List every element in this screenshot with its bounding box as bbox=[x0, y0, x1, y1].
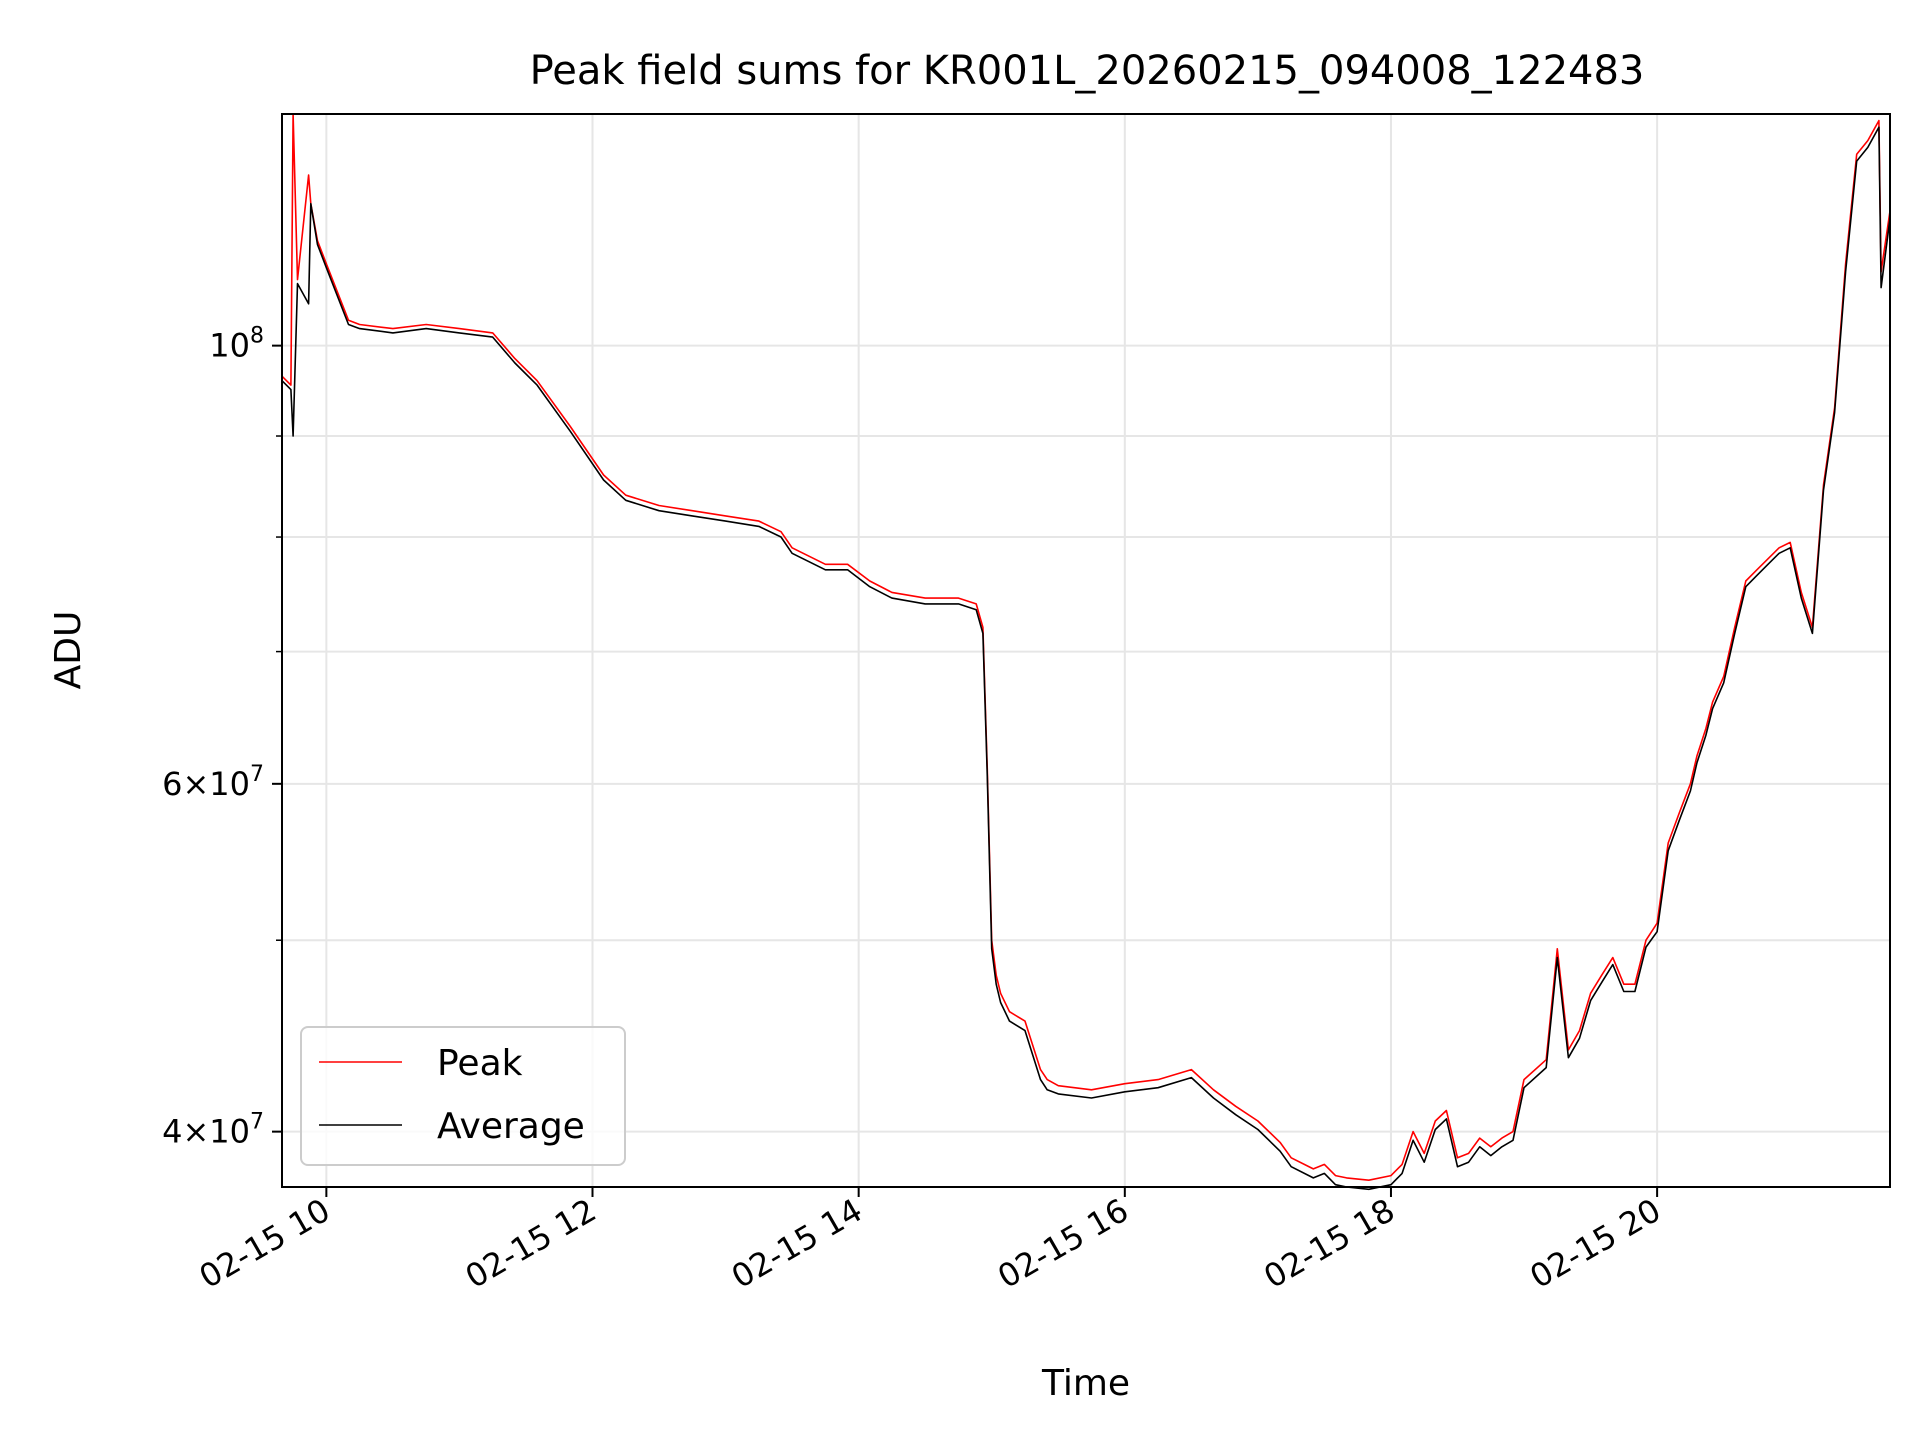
chart-title: Peak field sums for KR001L_20260215_0940… bbox=[530, 48, 1645, 94]
y-tick-label: 4×107 bbox=[162, 1110, 264, 1151]
series-line-peak bbox=[281, 113, 1891, 1181]
grid bbox=[282, 114, 1890, 1187]
series-layer bbox=[281, 113, 1891, 1191]
plot-frame bbox=[281, 113, 1891, 1188]
y-tick-label: 6×107 bbox=[162, 762, 264, 803]
series-line-average bbox=[281, 126, 1891, 1191]
y-tick-label: 108 bbox=[209, 324, 264, 365]
legend-label-average: Average bbox=[437, 1106, 585, 1147]
x-axis-label: Time bbox=[1041, 1363, 1130, 1404]
legend-label-peak: Peak bbox=[437, 1043, 523, 1084]
y-axis-label: ADU bbox=[48, 611, 89, 690]
legend: Peak Average bbox=[300, 1026, 626, 1166]
